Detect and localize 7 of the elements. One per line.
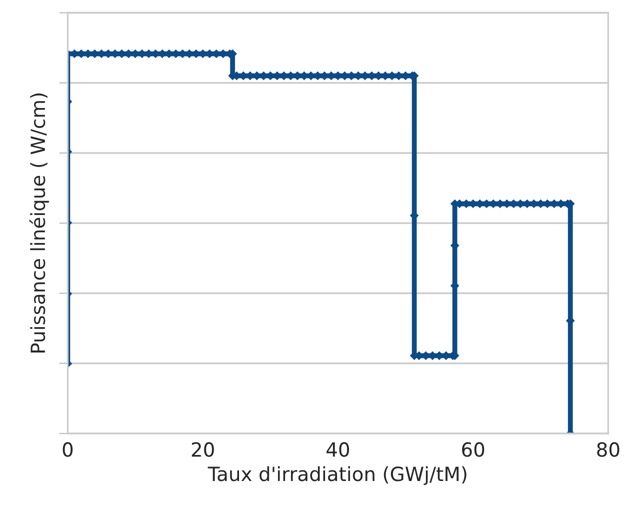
x-tick-label: 20	[192, 442, 214, 457]
x-tick-label: 0	[62, 442, 73, 457]
x-tick-label: 60	[462, 442, 484, 457]
y-axis-title: Puissance linéique ( W/cm)	[29, 94, 49, 352]
x-axis-title: Taux d'irradiation (GWj/tM)	[208, 466, 466, 486]
x-tick-label: 40	[326, 442, 350, 457]
x-tick-label: 80	[597, 442, 620, 457]
